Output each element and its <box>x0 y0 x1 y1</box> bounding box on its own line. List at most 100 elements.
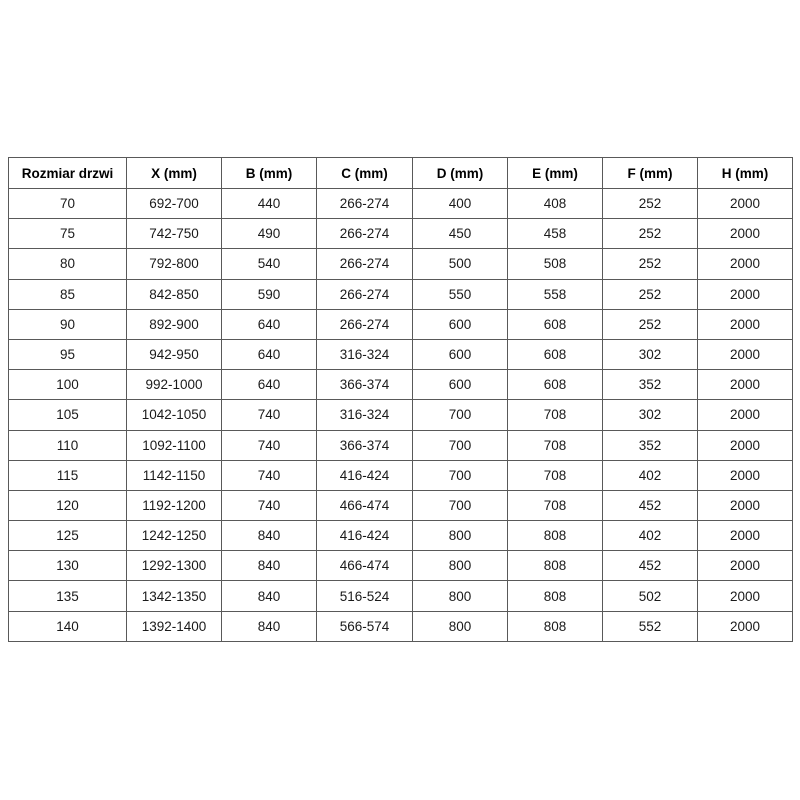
door-size-cell: 95 <box>8 338 127 371</box>
dimension-cell: 2000 <box>697 459 793 491</box>
door-size-cell: 140 <box>8 610 127 642</box>
dimension-cell: 700 <box>412 429 508 461</box>
dimension-cell: 808 <box>507 520 603 552</box>
table-row: 125 1242-1250 840 416-424 800 808 402 2000 <box>8 520 793 552</box>
dimension-cell: 550 <box>412 278 508 310</box>
table-row: 115 1142-1150 740 416-424 700 708 402 2000 <box>8 459 793 491</box>
dimension-cell: 740 <box>221 459 317 491</box>
dimension-cell: 402 <box>602 459 698 491</box>
dimension-cell: 600 <box>412 369 508 401</box>
header-row: Rozmiar drzwi X (mm) B (mm) C (mm) D (mm) E (… <box>8 157 793 189</box>
dimension-cell: 892-900 <box>126 308 222 340</box>
door-size-cell: 75 <box>8 218 127 250</box>
dimension-cell: 800 <box>412 550 508 582</box>
dimension-cell: 840 <box>221 580 317 612</box>
column-header: E (mm) <box>507 157 603 189</box>
dimension-cell: 400 <box>412 187 508 220</box>
column-header: F (mm) <box>602 157 698 189</box>
dimension-cell: 708 <box>507 489 603 522</box>
table-body: 70 692-700 440 266-274 400 408 252 2000 75 742-75… <box>8 187 793 642</box>
dimension-cell: 466-474 <box>316 550 413 582</box>
table-row: 120 1192-1200 740 466-474 700 708 452 2000 <box>8 489 793 522</box>
dimension-cell: 266-274 <box>316 248 413 280</box>
dimension-cell: 566-574 <box>316 610 413 642</box>
dimension-cell: 366-374 <box>316 429 413 461</box>
dimension-cell: 2000 <box>697 399 793 431</box>
dimension-cell: 266-274 <box>316 278 413 310</box>
table-row: 105 1042-1050 740 316-324 700 708 302 2000 <box>8 399 793 431</box>
dimension-cell: 552 <box>602 610 698 642</box>
dimension-cell: 316-324 <box>316 338 413 371</box>
table-row: 95 942-950 640 316-324 600 608 302 2000 <box>8 338 793 371</box>
dimension-cell: 1092-1100 <box>126 429 222 461</box>
table-row: 85 842-850 590 266-274 550 558 252 2000 <box>8 278 793 310</box>
dimension-cell: 500 <box>412 248 508 280</box>
dimension-cell: 1392-1400 <box>126 610 222 642</box>
dimension-cell: 2000 <box>697 248 793 280</box>
door-size-cell: 125 <box>8 520 127 552</box>
dimension-cell: 252 <box>602 248 698 280</box>
dimension-cell: 402 <box>602 520 698 552</box>
dimension-cell: 600 <box>412 308 508 340</box>
dimension-cell: 450 <box>412 218 508 250</box>
dimension-cell: 2000 <box>697 580 793 612</box>
dimension-cell: 740 <box>221 399 317 431</box>
dimension-cell: 490 <box>221 218 317 250</box>
table-row: 130 1292-1300 840 466-474 800 808 452 2000 <box>8 550 793 582</box>
dimension-cell: 740 <box>221 489 317 522</box>
dimension-cell: 608 <box>507 338 603 371</box>
dimension-cell: 516-524 <box>316 580 413 612</box>
dimension-cell: 302 <box>602 399 698 431</box>
table-row: 135 1342-1350 840 516-524 800 808 502 2000 <box>8 580 793 612</box>
dimension-cell: 302 <box>602 338 698 371</box>
column-header: H (mm) <box>697 157 793 189</box>
dimension-cell: 640 <box>221 369 317 401</box>
dimension-cell: 2000 <box>697 278 793 310</box>
dimension-cell: 800 <box>412 580 508 612</box>
column-header: X (mm) <box>126 157 222 189</box>
door-size-cell: 135 <box>8 580 127 612</box>
dimension-cell: 2000 <box>697 338 793 371</box>
dimension-cell: 590 <box>221 278 317 310</box>
dimension-cell: 2000 <box>697 520 793 552</box>
dimension-cell: 2000 <box>697 489 793 522</box>
dimension-cell: 266-274 <box>316 308 413 340</box>
dimension-cell: 252 <box>602 218 698 250</box>
door-size-cell: 120 <box>8 489 127 522</box>
dimension-cell: 800 <box>412 610 508 642</box>
dimension-cell: 740 <box>221 429 317 461</box>
dimension-cell: 608 <box>507 369 603 401</box>
column-header: D (mm) <box>412 157 508 189</box>
dimension-cell: 252 <box>602 308 698 340</box>
dimension-cell: 700 <box>412 459 508 491</box>
table-row: 100 992-1000 640 366-374 600 608 352 2000 <box>8 369 793 401</box>
column-header: C (mm) <box>316 157 413 189</box>
door-size-cell: 100 <box>8 369 127 401</box>
door-size-cell: 85 <box>8 278 127 310</box>
dimension-cell: 942-950 <box>126 338 222 371</box>
dimension-cell: 2000 <box>697 429 793 461</box>
door-size-cell: 80 <box>8 248 127 280</box>
dimension-cell: 2000 <box>697 369 793 401</box>
dimension-cell: 708 <box>507 459 603 491</box>
dimension-cell: 840 <box>221 520 317 552</box>
door-size-cell: 130 <box>8 550 127 582</box>
dimension-cell: 700 <box>412 399 508 431</box>
dimension-cell: 840 <box>221 550 317 582</box>
dimension-cell: 466-474 <box>316 489 413 522</box>
table-row: 70 692-700 440 266-274 400 408 252 2000 <box>8 187 793 220</box>
dimension-cell: 608 <box>507 308 603 340</box>
door-size-cell: 105 <box>8 399 127 431</box>
dimension-cell: 842-850 <box>126 278 222 310</box>
dimension-cell: 316-324 <box>316 399 413 431</box>
dimension-cell: 808 <box>507 550 603 582</box>
table-row: 75 742-750 490 266-274 450 458 252 2000 <box>8 218 793 250</box>
dimension-cell: 640 <box>221 338 317 371</box>
dimension-cell: 2000 <box>697 610 793 642</box>
dimension-cell: 708 <box>507 399 603 431</box>
dimension-cell: 416-424 <box>316 520 413 552</box>
dimension-cell: 692-700 <box>126 187 222 220</box>
dimension-cell: 2000 <box>697 187 793 220</box>
door-size-cell: 90 <box>8 308 127 340</box>
